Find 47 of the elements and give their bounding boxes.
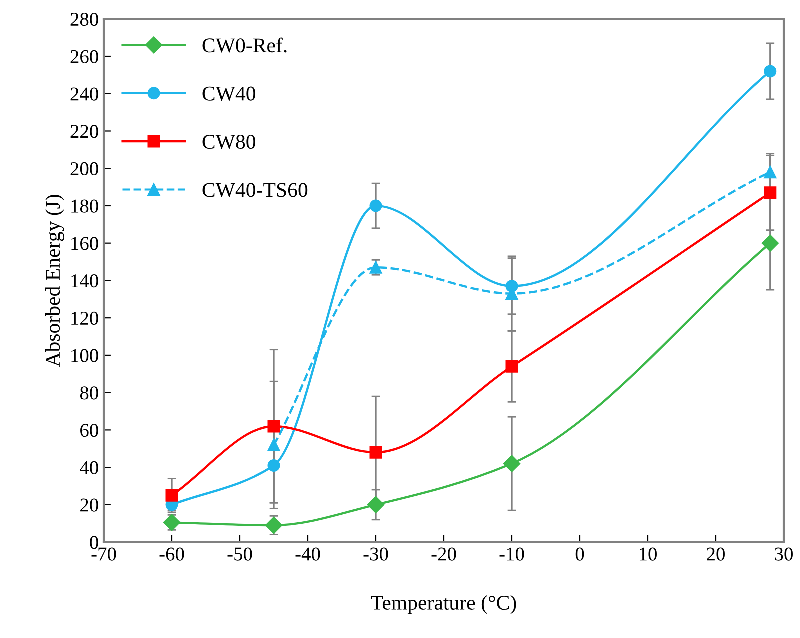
y-tick-label: 140 [72,274,98,288]
point [367,496,385,514]
x-tick-label: -40 [296,548,320,561]
x-tick-label: -70 [92,548,116,561]
point [370,200,382,212]
x-tick-label: 20 [707,548,725,561]
y-tick-label: 240 [70,88,98,101]
point [268,438,280,452]
point [764,186,777,200]
y-tick-label: 20 [80,498,98,512]
y-tick-label: 180 [72,200,98,213]
x-tick-label: 0 [576,548,584,561]
point [762,234,779,252]
x-tick-label: -50 [228,548,252,561]
point [506,360,518,373]
y-tick-label: 100 [72,349,98,362]
point [265,516,283,534]
x-tick-label: -60 [160,548,184,561]
point [764,166,777,179]
legend-label: CW40 [202,86,256,101]
legend-label: CW40-TS60 [202,183,308,198]
y-tick-label: 60 [80,424,98,438]
y-tick-label: 120 [72,312,98,326]
x-tick-label: 10 [640,548,657,561]
point [268,420,280,433]
legend-label: CW0-Ref. [202,38,287,53]
x-tick-label: 30 [775,548,793,561]
y-tick-label: 0 [90,536,98,550]
point [764,65,777,78]
y-tick-label: 260 [70,50,98,64]
point [503,455,521,472]
point [166,489,178,502]
y-tick-label: 160 [72,237,98,250]
y-tick-label: 200 [70,162,98,176]
y-tick-label: 80 [80,386,98,400]
x-tick-label: -20 [432,548,456,561]
x-tick-label: -10 [500,548,524,561]
legend-label: CW80 [202,134,256,150]
x-tick-label: -30 [364,548,388,561]
y-axis-title: Absorbed Energy (J) [45,195,64,368]
x-axis-title: Temperature (°C) [371,595,516,614]
point [163,514,181,532]
y-tick-label: 40 [80,461,98,474]
point [268,459,280,472]
y-tick-label: 220 [70,125,98,138]
point [370,446,382,459]
y-tick-label: 280 [70,12,98,26]
